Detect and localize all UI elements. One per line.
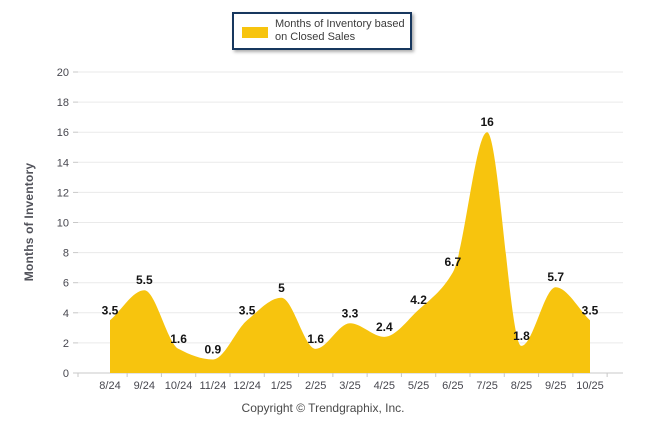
- area-series: [110, 132, 590, 373]
- data-label: 1.6: [170, 332, 187, 346]
- data-label: 6.7: [445, 255, 462, 269]
- y-tick-label: 6: [63, 278, 69, 290]
- y-tick-label: 2: [63, 338, 69, 350]
- x-tick-label: 1/25: [271, 380, 292, 392]
- x-tick-label: 9/24: [134, 380, 155, 392]
- y-tick-label: 18: [57, 97, 69, 109]
- y-tick-label: 12: [57, 187, 69, 199]
- data-label: 1.8: [513, 329, 530, 343]
- x-tick-label: 3/25: [339, 380, 360, 392]
- data-label: 16: [480, 115, 494, 129]
- x-tick-label: 5/25: [408, 380, 429, 392]
- x-tick-label: 6/25: [442, 380, 463, 392]
- x-tick-label: 11/24: [199, 380, 226, 392]
- x-tick-label: 8/25: [511, 380, 532, 392]
- data-label: 5: [278, 281, 285, 295]
- data-label: 4.2: [410, 293, 427, 307]
- y-tick-label: 16: [57, 127, 69, 139]
- y-tick-label: 14: [57, 157, 69, 169]
- x-tick-label: 7/25: [476, 380, 497, 392]
- data-label: 3.5: [102, 303, 119, 317]
- x-tick-label: 8/24: [99, 380, 120, 392]
- data-label: 3.3: [342, 306, 359, 320]
- data-label: 1.6: [307, 332, 324, 346]
- y-tick-label: 8: [63, 248, 69, 260]
- x-tick-label: 9/25: [545, 380, 566, 392]
- x-tick-label: 10/25: [576, 380, 604, 392]
- y-tick-label: 20: [57, 67, 69, 79]
- data-label: 5.7: [547, 270, 564, 284]
- x-tick-label: 2/25: [305, 380, 326, 392]
- data-label: 3.5: [582, 303, 599, 317]
- chart-legend: Months of Inventory based on Closed Sale…: [232, 12, 412, 50]
- legend-swatch-icon: [242, 26, 268, 38]
- x-tick-label: 12/24: [233, 380, 261, 392]
- data-label: 0.9: [205, 342, 222, 356]
- x-tick-label: 10/24: [165, 380, 193, 392]
- data-label: 3.5: [239, 303, 256, 317]
- copyright-text: Copyright © Trendgraphix, Inc.: [241, 401, 405, 415]
- y-tick-label: 0: [63, 368, 69, 380]
- months-of-inventory-area-chart: 0 2 4 6 8 10 12 14 16 18 20 8/24 9/24 10/24 11/24 12/24…: [57, 67, 623, 392]
- data-label: 2.4: [376, 320, 393, 334]
- data-label: 5.5: [136, 273, 153, 287]
- x-tick-label: 4/25: [374, 380, 395, 392]
- y-tick-label: 4: [63, 308, 69, 320]
- y-tick-label: 10: [57, 218, 69, 230]
- legend-label: Months of Inventory based on Closed Sale…: [275, 18, 405, 43]
